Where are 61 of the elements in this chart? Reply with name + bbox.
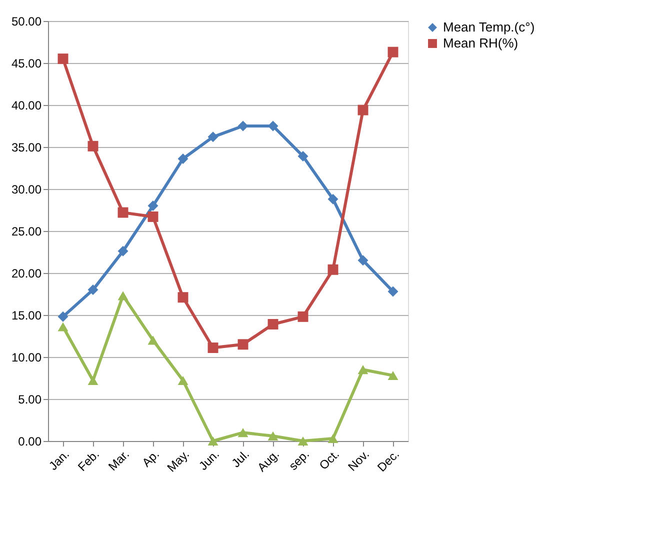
y-tick-label: 10.00 bbox=[11, 350, 42, 364]
y-tick-label: 15.00 bbox=[11, 308, 42, 322]
point bbox=[118, 207, 128, 218]
y-tick-label: 25.00 bbox=[11, 224, 42, 238]
point bbox=[118, 246, 128, 256]
y-tick-label: 30.00 bbox=[11, 182, 42, 196]
y-tick-label: 40.00 bbox=[11, 98, 42, 112]
x-tick-label: Mar. bbox=[106, 447, 132, 474]
legend-label: Mean Temp.(c°) bbox=[443, 20, 535, 34]
point bbox=[118, 291, 128, 300]
x-tick-label: May. bbox=[164, 447, 192, 475]
x-tick-label: Nov. bbox=[345, 447, 372, 474]
x-tick-label: sep. bbox=[286, 447, 312, 474]
x-tick-label: Dec. bbox=[374, 447, 402, 474]
point bbox=[238, 428, 248, 438]
y-tick-label: 45.00 bbox=[11, 56, 42, 70]
point bbox=[298, 311, 308, 322]
point bbox=[238, 339, 248, 350]
point bbox=[388, 46, 398, 58]
point bbox=[268, 120, 278, 132]
point bbox=[268, 318, 278, 330]
point bbox=[148, 200, 158, 212]
point bbox=[328, 434, 338, 444]
point bbox=[148, 336, 158, 345]
y-tick-label: 50.00 bbox=[11, 14, 42, 28]
point bbox=[58, 54, 68, 64]
point bbox=[358, 104, 368, 116]
point bbox=[298, 436, 308, 446]
x-tick-label: Jun. bbox=[196, 447, 222, 474]
legend-label: Mean RH(%) bbox=[443, 36, 518, 50]
point bbox=[88, 284, 98, 296]
point bbox=[88, 140, 98, 152]
point bbox=[58, 311, 68, 322]
x-tick-label: Feb. bbox=[75, 447, 102, 474]
y-tick-label: 35.00 bbox=[11, 140, 42, 154]
point bbox=[208, 342, 218, 354]
point bbox=[178, 154, 188, 164]
x-tick-label: Jul. bbox=[228, 447, 252, 470]
point bbox=[358, 255, 368, 266]
x-tick-label: Ap. bbox=[139, 447, 162, 470]
point bbox=[268, 431, 278, 440]
point bbox=[58, 322, 68, 332]
point bbox=[358, 365, 368, 374]
point bbox=[328, 264, 338, 275]
point bbox=[298, 150, 308, 162]
point bbox=[208, 132, 218, 142]
x-tick-label: Aug. bbox=[254, 447, 282, 474]
point bbox=[328, 194, 338, 204]
point bbox=[238, 120, 248, 132]
point bbox=[148, 211, 158, 222]
point bbox=[388, 286, 398, 297]
y-tick-label: 20.00 bbox=[11, 266, 42, 280]
x-tick-label: Oct. bbox=[316, 447, 342, 473]
point bbox=[208, 436, 218, 446]
point bbox=[388, 370, 398, 380]
point bbox=[88, 376, 98, 386]
point bbox=[178, 376, 188, 386]
point bbox=[178, 292, 188, 303]
x-tick-label: Jan. bbox=[46, 447, 72, 474]
y-tick-label: 0.00 bbox=[18, 434, 42, 448]
y-tick-label: 5.00 bbox=[18, 392, 42, 406]
